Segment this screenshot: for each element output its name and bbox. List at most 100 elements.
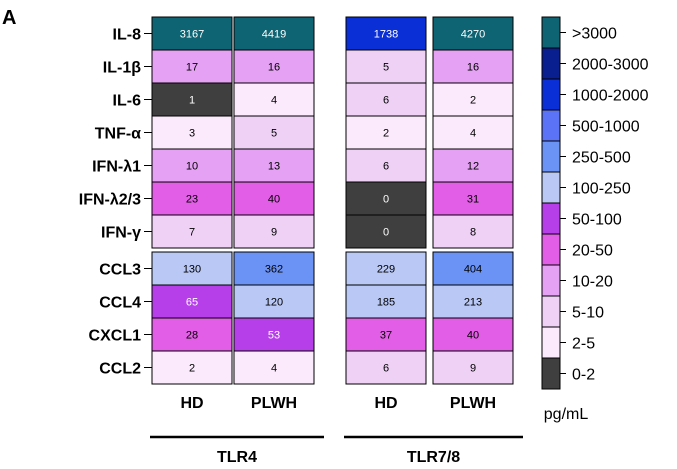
legend-swatch-50-100 xyxy=(541,202,561,235)
cell-value: 4 xyxy=(470,128,476,140)
heatmap-cell xyxy=(432,82,514,117)
cell-value: 4 xyxy=(271,95,277,107)
cell-value: 6 xyxy=(383,95,389,107)
cell-value: 3167 xyxy=(180,29,204,41)
heatmap-cell xyxy=(432,16,514,51)
cell-value: 9 xyxy=(271,227,277,239)
column-label-plwh: PLWH xyxy=(251,395,297,412)
heatmap-cell xyxy=(345,251,427,286)
cell-value: 2 xyxy=(383,128,389,140)
cell-value: 362 xyxy=(265,264,283,276)
legend-label-0-2: 0-2 xyxy=(572,367,595,384)
row-label-il-8: IL-8 xyxy=(113,27,142,44)
cell-value: 8 xyxy=(470,227,476,239)
cell-value: 40 xyxy=(467,330,479,342)
legend-label-10-20: 10-20 xyxy=(572,274,613,291)
legend-label-1000-2000: 1000-2000 xyxy=(572,88,649,105)
heatmap-cell xyxy=(151,16,233,51)
heatmap-cell xyxy=(345,214,427,249)
heatmap-cell xyxy=(151,214,233,249)
row-label-ccl4: CCL4 xyxy=(99,295,141,312)
heatmap-cell xyxy=(233,148,315,183)
legend-label-2000-3000: 2000-3000 xyxy=(572,57,649,74)
legend-swatch-3000 xyxy=(541,16,561,49)
cell-value: 28 xyxy=(186,330,198,342)
cell-value: 229 xyxy=(377,264,395,276)
cell-value: 0 xyxy=(383,227,389,239)
heatmap-cell xyxy=(432,284,514,319)
row-label-il-1: IL-1β xyxy=(103,60,141,77)
cell-value: 7 xyxy=(189,227,195,239)
legend-label-500-1000: 500-1000 xyxy=(572,119,640,136)
legend-label-3000: >3000 xyxy=(572,26,617,43)
cell-value: 2 xyxy=(189,363,195,375)
legend-swatch-100-250 xyxy=(541,171,561,204)
heatmap-cell xyxy=(345,317,427,352)
heatmap-cell xyxy=(345,350,427,385)
legend-swatch-0-2 xyxy=(541,357,561,390)
row-label-ccl3: CCL3 xyxy=(99,262,141,279)
legend-label-250-500: 250-500 xyxy=(572,150,631,167)
heatmap-cell xyxy=(432,49,514,84)
legend-label-2-5: 2-5 xyxy=(572,336,595,353)
row-label-ifn-2-3: IFN-λ2/3 xyxy=(79,192,141,209)
legend-swatch-2000-3000 xyxy=(541,47,561,80)
cell-value: 5 xyxy=(383,62,389,74)
heatmap-cell xyxy=(432,115,514,150)
row-label-ccl2: CCL2 xyxy=(99,361,141,378)
cell-value: 120 xyxy=(265,297,283,309)
heatmap-cell xyxy=(233,115,315,150)
heatmap-cell xyxy=(233,181,315,216)
legend-unit: pg/mL xyxy=(544,406,589,423)
cell-value: 4270 xyxy=(461,29,485,41)
heatmap-cell xyxy=(151,350,233,385)
heatmap-cell xyxy=(233,16,315,51)
heatmap-cell xyxy=(345,82,427,117)
cell-value: 0 xyxy=(383,194,389,206)
cell-value: 17 xyxy=(186,62,198,74)
group-label-tlr7-8: TLR7/8 xyxy=(407,449,460,466)
legend-label-100-250: 100-250 xyxy=(572,181,631,198)
heatmap-cell xyxy=(233,82,315,117)
panel-letter: A xyxy=(2,7,16,29)
cell-value: 40 xyxy=(268,194,280,206)
legend-swatch-500-1000 xyxy=(541,109,561,142)
cell-value: 185 xyxy=(377,297,395,309)
column-label-plwh: PLWH xyxy=(450,395,496,412)
cell-value: 4 xyxy=(271,363,277,375)
row-label-ifn: IFN-γ xyxy=(101,225,141,242)
heatmap-cell xyxy=(432,214,514,249)
legend-swatch-5-10 xyxy=(541,295,561,328)
heatmap-cell xyxy=(151,251,233,286)
heatmap-cell xyxy=(345,181,427,216)
cell-value: 213 xyxy=(464,297,482,309)
cell-value: 13 xyxy=(268,161,280,173)
legend-label-50-100: 50-100 xyxy=(572,212,622,229)
legend-label-20-50: 20-50 xyxy=(572,243,613,260)
heatmap-cell xyxy=(432,181,514,216)
heatmap-cell xyxy=(345,148,427,183)
heatmap-cell xyxy=(432,350,514,385)
cell-value: 37 xyxy=(380,330,392,342)
cell-value: 16 xyxy=(467,62,479,74)
column-label-hd: HD xyxy=(180,395,203,412)
cell-value: 53 xyxy=(268,330,280,342)
cell-value: 23 xyxy=(186,194,198,206)
legend-swatch-10-20 xyxy=(541,264,561,297)
legend-swatch-250-500 xyxy=(541,140,561,173)
heatmap-cell xyxy=(233,251,315,286)
heatmap-cell xyxy=(233,49,315,84)
cell-value: 31 xyxy=(467,194,479,206)
cell-value: 1 xyxy=(189,95,195,107)
cell-value: 10 xyxy=(186,161,198,173)
row-label-cxcl1: CXCL1 xyxy=(89,328,142,345)
row-label-tnf: TNF-α xyxy=(95,126,141,143)
heatmap-cell xyxy=(151,181,233,216)
cell-value: 4419 xyxy=(262,29,286,41)
cell-value: 12 xyxy=(467,161,479,173)
heatmap-cell xyxy=(233,214,315,249)
heatmap-cell xyxy=(432,148,514,183)
cell-value: 130 xyxy=(183,264,201,276)
legend-swatch-1000-2000 xyxy=(541,78,561,111)
